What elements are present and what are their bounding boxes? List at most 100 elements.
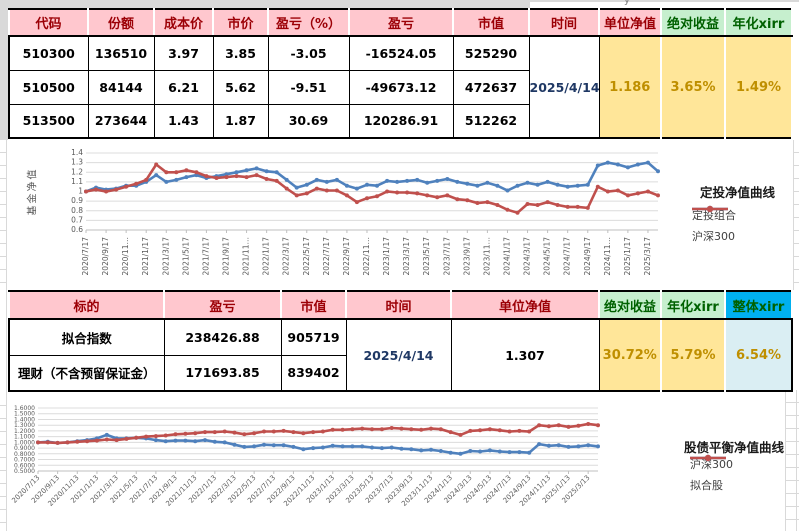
cell-cost[interactable]: 3.97 — [153, 35, 214, 71]
svg-text:2023/11…: 2023/11… — [482, 237, 491, 276]
cell-mv[interactable]: 839402 — [280, 354, 347, 392]
cell-cost[interactable]: 6.21 — [153, 69, 214, 105]
col-header-xirr[interactable]: 年化xirr — [724, 8, 793, 37]
table-row: 510300 136510 3.97 3.85 -3.05 -16524.05 … — [8, 35, 793, 139]
svg-text:2020/7/17: 2020/7/17 — [81, 237, 90, 276]
cell-pl[interactable]: 238426.88 — [163, 318, 282, 356]
cell-pl-pct[interactable]: 30.69 — [267, 103, 350, 139]
svg-text:1.6000: 1.6000 — [14, 405, 35, 412]
col-header-abs-return[interactable]: 绝对收益 — [660, 8, 726, 37]
chart-canvas: 1.60001.50001.40001.30001.20001.10001.00… — [10, 405, 600, 508]
cell-mv[interactable]: 525290 — [452, 35, 530, 71]
cell-mv[interactable]: 472637 — [452, 69, 530, 105]
cell-pl[interactable]: -49673.12 — [348, 69, 454, 105]
cell-price[interactable]: 3.85 — [212, 35, 269, 71]
svg-text:2021/7/17: 2021/7/17 — [201, 237, 210, 276]
svg-text:1.4: 1.4 — [71, 148, 83, 157]
cell-target[interactable]: 理财（不含预留保证金） — [8, 354, 165, 392]
cell-nav[interactable]: 1.307 — [450, 318, 600, 392]
chart-title: 股债平衡净值曲线 — [684, 440, 785, 455]
cell-price[interactable]: 1.87 — [212, 103, 269, 139]
col-header-overall-xirr[interactable]: 整体xirr — [724, 290, 793, 320]
svg-text:2025/1/17: 2025/1/17 — [623, 237, 632, 276]
svg-text:2020/11…: 2020/11… — [121, 237, 130, 276]
y-axis-label: 基金净值 — [27, 167, 39, 216]
cell-pl[interactable]: 171693.85 — [163, 354, 282, 392]
cell-pl[interactable]: -16524.05 — [348, 35, 454, 71]
svg-text:2022/11…: 2022/11… — [362, 237, 371, 276]
cell-code[interactable]: 510500 — [8, 69, 89, 105]
svg-text:2025/3/17: 2025/3/17 — [643, 237, 652, 276]
svg-text:0.8: 0.8 — [71, 206, 83, 215]
col-header-cost[interactable]: 成本价 — [153, 8, 214, 37]
chart-dca-nav-curve[interactable]: 1.4 1.3 1.2 1.1 1 0.9 0.8 0.7 0.6 2020/7/17 2020/9… — [10, 140, 795, 290]
svg-text:1.0000: 1.0000 — [14, 439, 35, 446]
cell-cost[interactable]: 1.43 — [153, 103, 214, 139]
table-row: 513500 273644 1.43 1.87 30.69 120286.91 … — [8, 103, 792, 139]
cell-shares[interactable]: 273644 — [87, 103, 155, 139]
col-header-nav[interactable]: 单位净值 — [598, 8, 662, 37]
cell-abs-return[interactable]: 30.72% — [598, 318, 662, 392]
svg-text:0.5000: 0.5000 — [14, 468, 35, 475]
sheet-gridlines-left — [0, 393, 6, 531]
cell-mv[interactable]: 905719 — [280, 318, 347, 356]
col-header-price[interactable]: 市价 — [212, 8, 269, 37]
cell-pl[interactable]: 120286.91 — [348, 103, 454, 139]
svg-text:2023/7/17: 2023/7/17 — [442, 237, 451, 276]
svg-text:2022/7/17: 2022/7/17 — [322, 237, 331, 276]
svg-text:2024/7/17: 2024/7/17 — [563, 237, 572, 276]
svg-text:1.5000: 1.5000 — [14, 411, 35, 418]
svg-text:2021/1/17: 2021/1/17 — [141, 237, 150, 276]
sheet-margin-topline — [530, 0, 799, 2]
cell-shares[interactable]: 136510 — [87, 35, 155, 71]
svg-text:1.3000: 1.3000 — [14, 422, 35, 429]
svg-text:2022/9/17: 2022/9/17 — [342, 237, 351, 276]
col-header-mv[interactable]: 市值 — [452, 8, 530, 37]
col-header-code[interactable]: 代码 — [8, 8, 89, 37]
chart-legend: 定投组合 沪深300 — [692, 204, 736, 246]
table-row: 510500 84144 6.21 5.62 -9.51 -49673.12 4… — [8, 69, 792, 105]
cell-code[interactable]: 513500 — [8, 103, 89, 139]
col-header-pl[interactable]: 盈亏 — [348, 8, 454, 37]
chart-title: 定投净值曲线 — [700, 185, 776, 200]
svg-text:2024/3/17: 2024/3/17 — [523, 237, 532, 276]
chart-stock-bond-balance-curve[interactable]: 1.6000 1.5000 1.4000 1.3000 1.2000 1.1000 1.00… — [8, 393, 799, 531]
cell-xirr[interactable]: 1.49% — [724, 35, 793, 139]
cell-nav[interactable]: 1.186 — [598, 35, 662, 139]
cell-time[interactable]: 2025/4/14 — [345, 318, 452, 392]
chart-legend: 沪深300 拟合股 — [690, 453, 733, 495]
col-header-target[interactable]: 标的 — [8, 290, 165, 320]
svg-text:2023/1/17: 2023/1/17 — [382, 237, 391, 276]
svg-text:2024/1/17: 2024/1/17 — [502, 237, 511, 276]
cell-time[interactable]: 2025/4/14 — [528, 35, 600, 139]
col-header-time[interactable]: 时间 — [528, 8, 600, 37]
col-header-xirr[interactable]: 年化xirr — [660, 290, 726, 320]
legend-label: 沪深300 — [690, 457, 733, 471]
cell-xirr[interactable]: 5.79% — [660, 318, 726, 392]
legend-item: 拟合股 — [690, 454, 733, 495]
svg-text:1.1000: 1.1000 — [14, 434, 35, 441]
svg-text:0.9: 0.9 — [71, 196, 83, 205]
col-header-shares[interactable]: 份额 — [87, 8, 155, 37]
col-header-nav[interactable]: 单位净值 — [450, 290, 600, 320]
col-header-mv[interactable]: 市值 — [280, 290, 347, 320]
cell-pl-pct[interactable]: -3.05 — [267, 35, 350, 71]
col-header-pl-pct[interactable]: 盈亏（%） — [267, 8, 350, 37]
col-header-pl[interactable]: 盈亏 — [163, 290, 282, 320]
col-header-time[interactable]: 时间 — [345, 290, 452, 320]
legend-label: 定投组合 — [692, 208, 736, 222]
cell-mv[interactable]: 512262 — [452, 103, 530, 139]
cell-pl-pct[interactable]: -9.51 — [267, 69, 350, 105]
col-header-abs-return[interactable]: 绝对收益 — [598, 290, 662, 320]
legend-label: 拟合股 — [690, 478, 723, 492]
cell-code[interactable]: 510300 — [8, 35, 89, 71]
cell-price[interactable]: 5.62 — [212, 69, 269, 105]
svg-text:2024/9/17: 2024/9/17 — [583, 237, 592, 276]
cell-abs-return[interactable]: 3.65% — [660, 35, 726, 139]
legend-marker — [690, 454, 726, 462]
cell-target[interactable]: 拟合指数 — [8, 318, 165, 356]
cell-shares[interactable]: 84144 — [87, 69, 155, 105]
sheet-gridlines-right — [785, 390, 799, 531]
svg-text:0.7: 0.7 — [71, 215, 83, 224]
cell-overall-xirr[interactable]: 6.54% — [724, 318, 793, 392]
